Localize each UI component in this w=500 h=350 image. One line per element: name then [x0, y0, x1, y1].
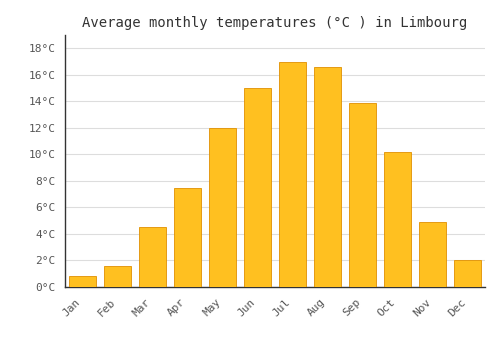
Bar: [70, 276, 96, 287]
Bar: [280, 62, 305, 287]
Bar: [454, 260, 480, 287]
Bar: [174, 188, 201, 287]
Bar: [384, 152, 410, 287]
Bar: [244, 88, 270, 287]
Title: Average monthly temperatures (°C ) in Limbourg: Average monthly temperatures (°C ) in Li…: [82, 16, 468, 30]
Bar: [420, 222, 446, 287]
Bar: [314, 67, 340, 287]
Bar: [210, 128, 236, 287]
Bar: [350, 103, 376, 287]
Bar: [104, 266, 130, 287]
Bar: [140, 227, 166, 287]
